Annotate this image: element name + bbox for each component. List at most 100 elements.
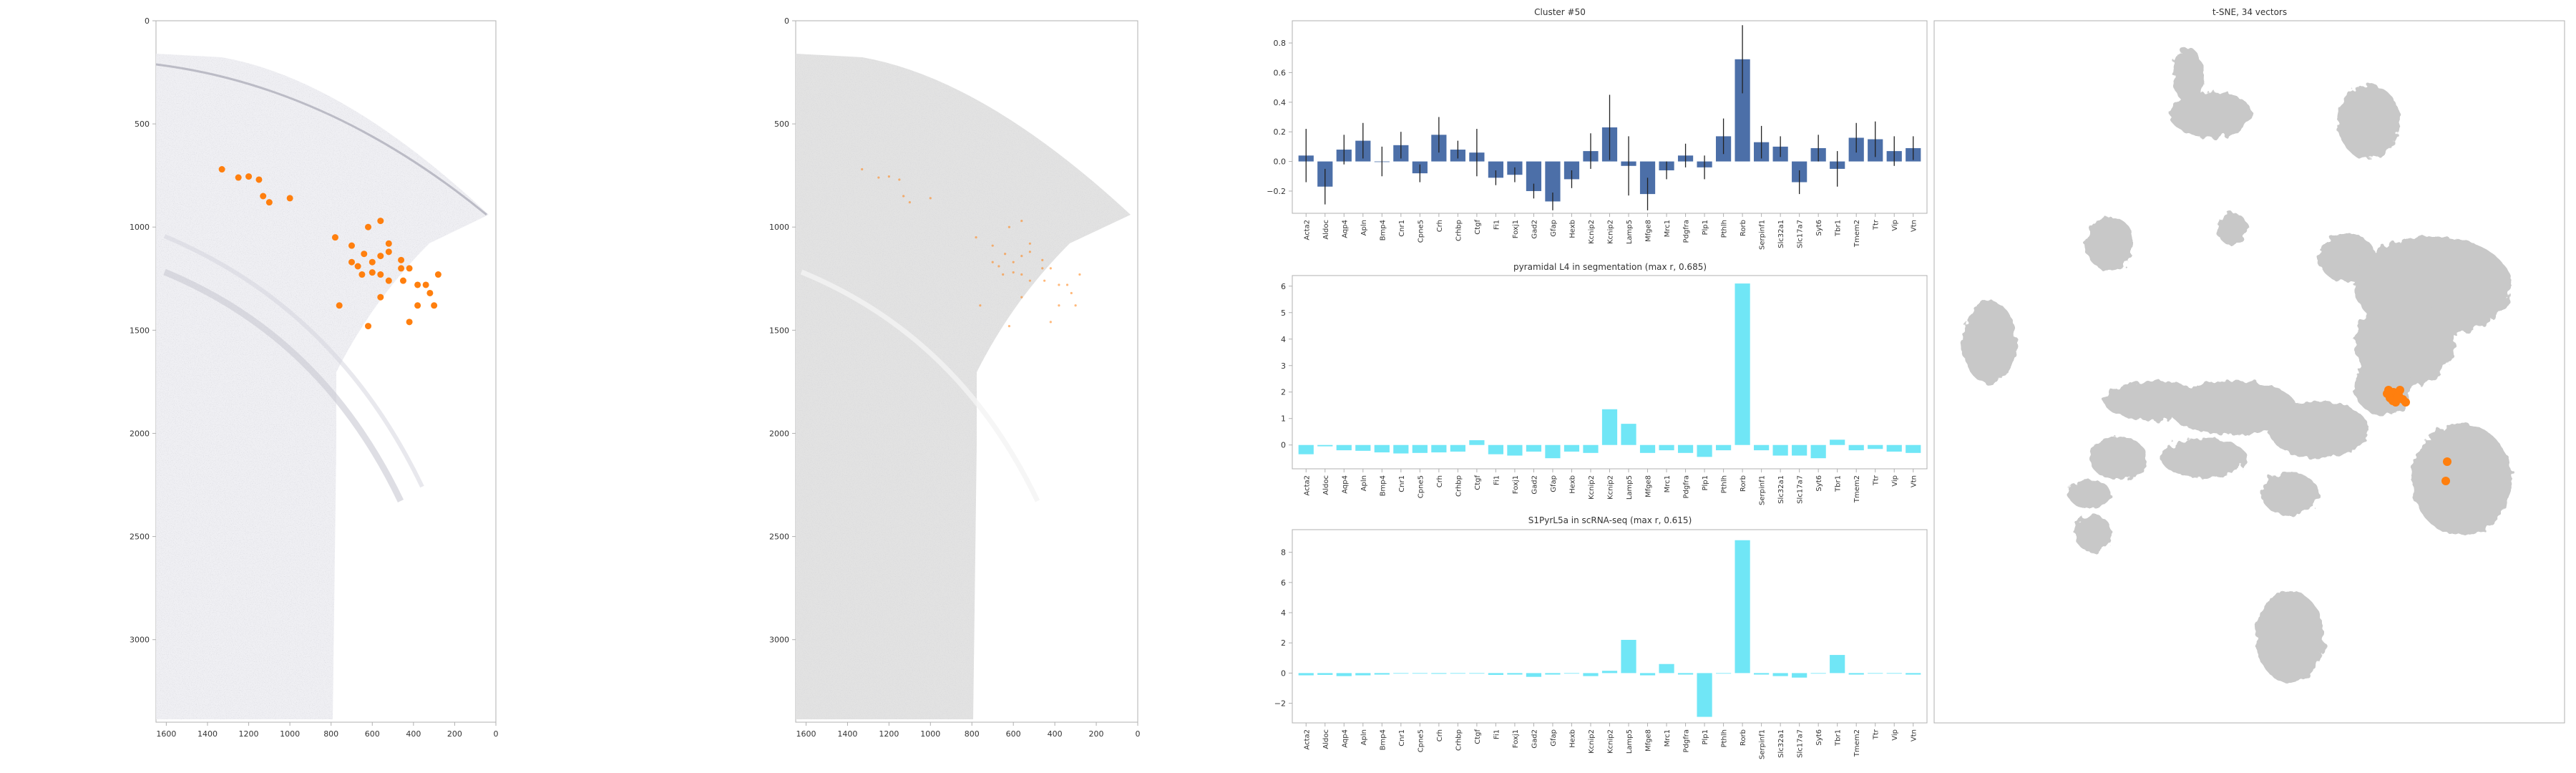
bar: [1526, 673, 1542, 677]
tsne-frame: [1933, 20, 2565, 724]
bar: [1754, 444, 1770, 451]
y-tick-label: 8: [1281, 548, 1286, 558]
x-tick-label: Crh: [1436, 475, 1444, 487]
y-tick-label: 0: [784, 16, 789, 26]
highlighted-cell: [434, 271, 441, 278]
x-tick-label: 1600: [796, 729, 816, 739]
segmented-cell: [1012, 261, 1015, 263]
bar: [1545, 161, 1561, 202]
highlighted-cell: [218, 166, 225, 173]
x-tick-label: Lamp5: [1626, 220, 1634, 244]
bar: [1697, 444, 1712, 457]
x-tick-label: Cpne5: [1417, 729, 1425, 752]
bar: [1810, 444, 1826, 459]
y-tick-label: 0.2: [1274, 127, 1287, 137]
y-tick-label: 0: [1281, 441, 1286, 450]
x-tick-label: Tmem2: [1853, 220, 1861, 248]
highlighted-cell: [385, 277, 392, 284]
x-tick-label: Mfge8: [1645, 729, 1653, 752]
bar: [1677, 673, 1694, 675]
x-tick-label: Rorb: [1740, 475, 1747, 492]
tsne-cluster: [2172, 48, 2204, 102]
highlighted-cell: [398, 256, 405, 263]
bar: [1601, 671, 1618, 674]
x-tick-label: Rorb: [1740, 729, 1747, 746]
x-tick-label: Foxj1: [1512, 220, 1520, 238]
bar: [1374, 673, 1390, 675]
x-tick-label: Gad2: [1531, 475, 1538, 495]
x-tick-label: Apln: [1360, 220, 1368, 235]
x-tick-label: 1200: [879, 729, 899, 739]
highlighted-cells: [218, 166, 441, 330]
bar: [1848, 673, 1864, 675]
tsne-cluster: [2217, 213, 2248, 245]
y-tick-label: 0.0: [1274, 157, 1287, 167]
y-tick-label: 2: [1281, 388, 1286, 397]
x-tick-label: Fi1: [1493, 475, 1501, 485]
x-tick-label: 600: [365, 729, 380, 739]
x-tick-label: Vip: [1891, 220, 1899, 231]
bar: [1583, 673, 1599, 676]
tsne-cluster: [2268, 401, 2368, 458]
x-tick-label: Mrc1: [1664, 729, 1672, 747]
highlighted-cell: [414, 302, 421, 309]
highlighted-cell: [245, 173, 253, 180]
bar: [1810, 673, 1826, 674]
x-tick-label: Slc17a7: [1797, 475, 1805, 504]
tsne-cluster: [2170, 92, 2253, 137]
y-tick-label: 3000: [769, 636, 789, 645]
highlighted-cell: [422, 281, 429, 288]
segmented-cell: [1012, 271, 1015, 274]
x-tick-label: Aqp4: [1341, 729, 1349, 748]
x-tick-label: Ctgf: [1474, 220, 1482, 235]
x-tick-label: Vtn: [1911, 729, 1918, 742]
bar: [1886, 444, 1902, 452]
x-tick-label: Plp1: [1702, 220, 1709, 235]
bar: [1754, 673, 1770, 675]
highlighted-cell: [406, 265, 413, 272]
x-tick-label: Syt6: [1815, 220, 1823, 236]
bar: [1412, 444, 1428, 453]
bar: [1677, 444, 1694, 453]
tsne-cluster: [2255, 591, 2324, 683]
y-tick-label: 0.6: [1274, 68, 1287, 77]
panel-segmentation-profile: pyramidal L4 in segmentation (max r, 0.6…: [1281, 262, 1928, 505]
bar: [1469, 440, 1485, 445]
bar: [1545, 673, 1561, 675]
x-tick-label: Lamp5: [1626, 475, 1634, 500]
segmented-cell: [1028, 251, 1031, 253]
tsne-highlight-point: [2443, 457, 2451, 466]
y-tick-label: 4: [1281, 335, 1286, 344]
bar: [1393, 444, 1409, 454]
bar: [1659, 663, 1674, 674]
highlighted-cell: [414, 281, 421, 288]
highlighted-cell: [348, 242, 355, 249]
x-tick-label: Gad2: [1531, 729, 1538, 749]
bar: [1715, 673, 1732, 674]
x-tick-label: Rorb: [1740, 220, 1747, 236]
segmented-cell: [1008, 225, 1010, 228]
segmented-cell: [997, 265, 1000, 268]
x-tick-label: Acta2: [1303, 729, 1311, 750]
tsne-cluster: [2354, 358, 2411, 415]
y-tick-label: 2000: [769, 429, 789, 438]
x-tick-label: 200: [1089, 729, 1104, 739]
x-tick-label: Lamp5: [1626, 729, 1634, 754]
bar: [1621, 639, 1636, 674]
segmented-cell: [861, 167, 864, 171]
highlighted-cell: [365, 323, 372, 330]
y-tick-label: 0.8: [1274, 39, 1287, 48]
y-tick-label: −0.2: [1267, 187, 1286, 196]
x-tick-label: Apln: [1360, 475, 1368, 491]
x-tick-label: Crh: [1436, 729, 1444, 742]
y-tick-label: 4: [1281, 608, 1286, 618]
x-tick-label: Aldoc: [1322, 475, 1330, 495]
panel-scrnaseq-profile: S1PyrL5a in scRNA-seq (max r, 0.615) −2 0…: [1274, 515, 1928, 759]
bar: [1601, 409, 1618, 445]
highlighted-cell: [398, 265, 405, 272]
bar: [1526, 444, 1542, 452]
segmented-cell: [1008, 324, 1010, 328]
x-tick-label: Syt6: [1815, 475, 1823, 492]
bar: [1317, 673, 1333, 675]
